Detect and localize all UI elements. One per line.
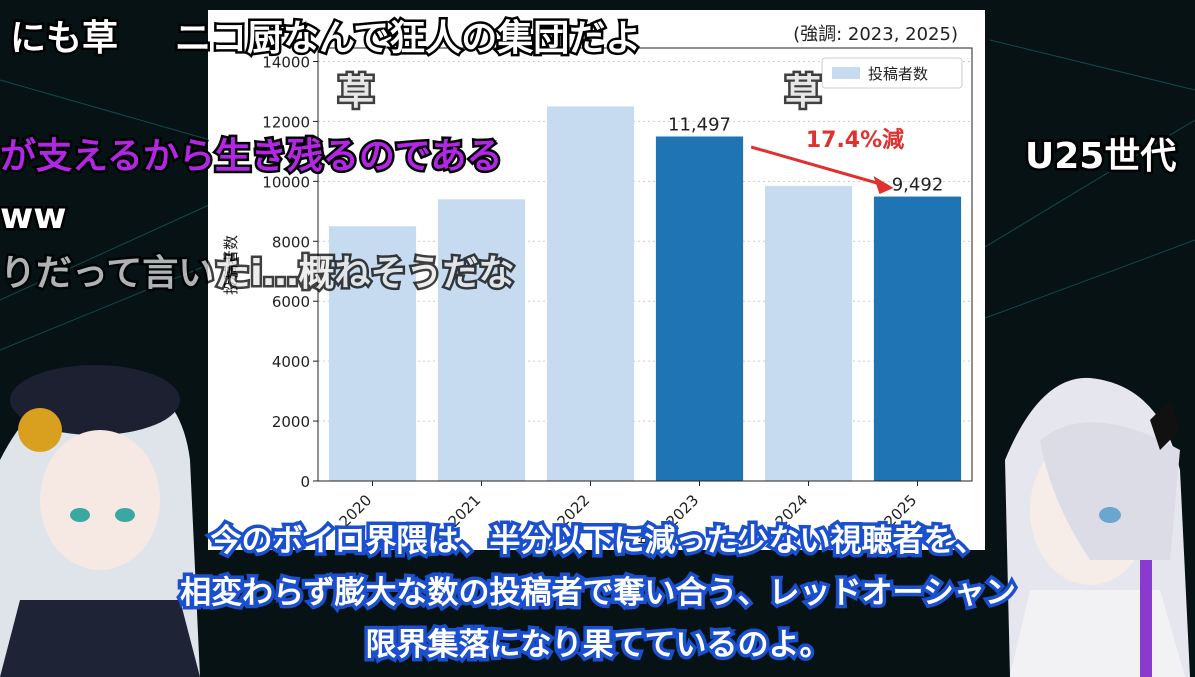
y-tick-label: 14000 [262,53,310,71]
y-tick-label: 0 [300,473,310,491]
legend-box [821,57,963,89]
subtitle-line: 今のボイロ界隈は、半分以下に減った少ない視聴者を、 [211,523,986,559]
bar [873,196,962,482]
axes-frame [317,47,973,482]
y-axis-label: 投稿者数 [222,235,240,295]
y-tick-label: 12000 [262,113,310,131]
comment: にも草 [10,18,118,59]
comment: ww [0,196,67,237]
comment: りだって言いたi…概ねそうだな [0,253,515,294]
subtitle-line: 相変わらず膨大な数の投稿者で奪い合う、レッドオーシャン [180,575,1016,611]
value-label: 9,492 [892,175,944,196]
y-tick-label: 10000 [262,173,310,191]
annotation: 17.4%減 [806,128,904,153]
comment: 草 [785,72,821,113]
y-tick-label: 8000 [272,233,310,251]
bar [328,226,417,481]
character-left [0,365,200,677]
bar [546,106,635,481]
bar [655,136,744,481]
legend-label: 投稿者数 [868,65,928,83]
legend-swatch [832,67,860,79]
comment: 草 [338,72,374,113]
comment: U25世代 [1025,136,1176,177]
background [0,39,1195,351]
value-label: 11,497 [668,114,731,135]
y-tick-label: 2000 [272,413,310,431]
chart-title: (強調: 2023, 2025) [793,24,958,45]
character-right [1005,377,1190,677]
subtitle-line: 限界集落になり果てているのよ。 [366,627,831,663]
annotation-arrowhead [873,176,894,194]
x-axis-label: 年 [637,531,652,549]
comment: ニコ厨なんで狂人の集団だよ [175,18,641,59]
bar [437,199,526,481]
annotation-arrow [750,145,888,188]
bar [764,185,853,482]
y-tick-label: 4000 [272,353,310,371]
y-tick-label: 6000 [272,293,310,311]
comment: が支えるから生き残るのである [0,136,503,177]
